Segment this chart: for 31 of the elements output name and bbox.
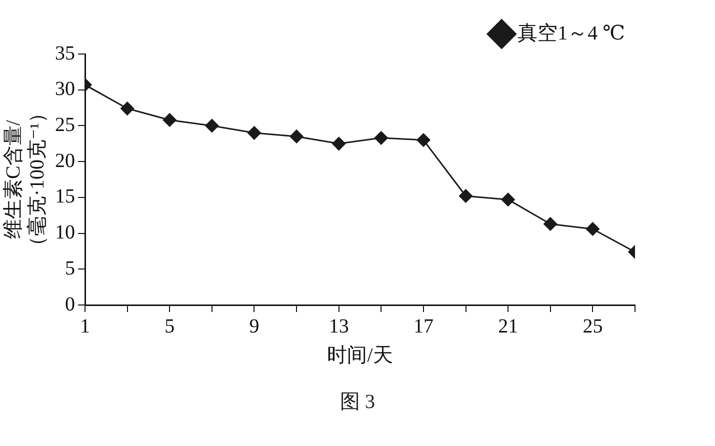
y-tick-label: 0 <box>65 293 75 316</box>
y-tick-label: 15 <box>55 186 75 208</box>
point <box>501 192 515 206</box>
point <box>416 133 430 147</box>
point <box>332 136 346 150</box>
y-tick-label: 5 <box>65 257 75 280</box>
y-tick-label: 35 <box>55 42 75 64</box>
caption: 图 3 <box>339 390 376 415</box>
point <box>586 222 600 236</box>
y-tick-label: 10 <box>55 222 75 244</box>
point <box>120 102 134 116</box>
x-axis-title: 时间/天 <box>327 344 393 366</box>
x-tick-label: 9 <box>249 315 260 338</box>
y-tick-label: 25 <box>55 114 75 136</box>
y-tick-label: 30 <box>55 78 75 100</box>
x-tick-label: 17 <box>413 315 434 338</box>
point <box>544 217 558 231</box>
x-tick-label: 5 <box>164 315 175 338</box>
x-tick-label: 21 <box>498 315 518 338</box>
x-tick-label: 13 <box>328 315 349 338</box>
y-tick-label: 20 <box>55 150 75 172</box>
point <box>162 113 176 127</box>
point <box>205 118 219 132</box>
point <box>247 126 261 140</box>
x-tick-label: 1 <box>80 315 90 338</box>
point <box>374 131 388 145</box>
y-axis-title: 维生素C含量/ （毫克·100克⁻¹） <box>2 102 48 256</box>
point <box>459 189 473 203</box>
legend-label: 真空1～4 ℃ <box>518 22 625 44</box>
x-tick-label: 25 <box>582 315 603 338</box>
point <box>290 130 304 144</box>
